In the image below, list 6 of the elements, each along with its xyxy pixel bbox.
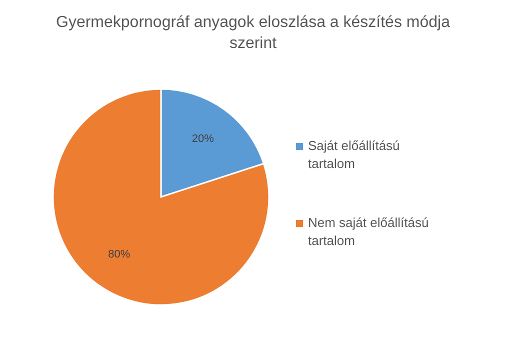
- chart-title: Gyermekpornográf anyagok eloszlása a készítés módja szerint: [56, 14, 450, 52]
- legend-label: Nem saját előállítású tartalom: [308, 215, 429, 248]
- data-label: 20%: [192, 133, 214, 146]
- legend-label: Saját előállítású tartalom: [308, 138, 400, 171]
- data-label: 80%: [108, 248, 130, 261]
- pie-slice: [52, 88, 270, 306]
